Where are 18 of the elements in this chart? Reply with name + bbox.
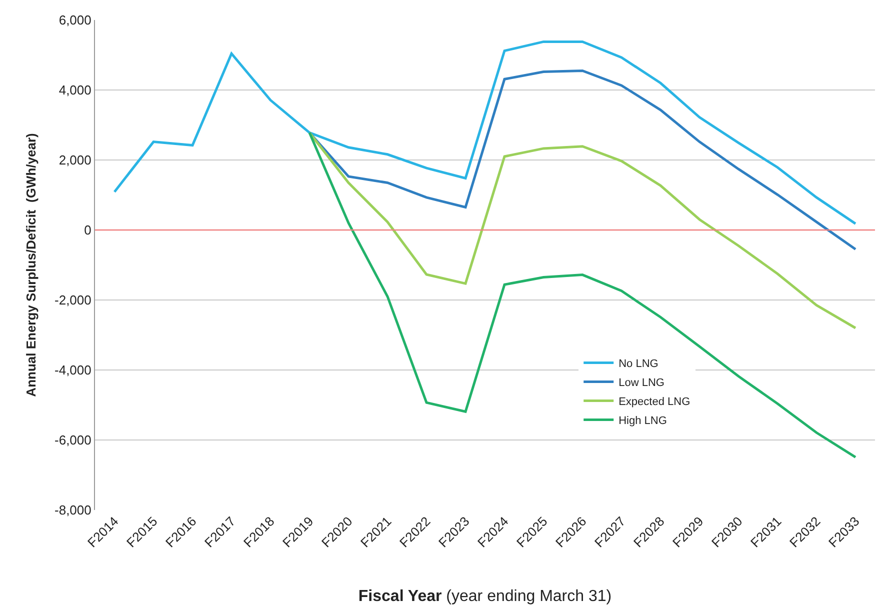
line-series [308, 131, 857, 330]
y-tick-label: 0 [84, 222, 92, 238]
y-tick-label: 2,000 [58, 152, 92, 168]
legend-label: Expected LNG [618, 396, 690, 408]
y-tick-label: -6,000 [54, 432, 92, 448]
y-tick-label: 4,000 [58, 82, 92, 98]
line-series [308, 131, 857, 458]
y-tick-label: 6,000 [58, 12, 92, 28]
legend-label: High LNG [618, 415, 667, 428]
line-series [308, 70, 857, 250]
legend-label: Low LNG [618, 377, 664, 390]
y-axis-title: Annual Energy Surplus/Deficit (GWh/year) [23, 133, 38, 397]
y-tick-label: -2,000 [54, 292, 92, 308]
y-tick-label: -4,000 [54, 362, 92, 378]
x-axis-title: Fiscal Year (year ending March 31) [358, 588, 612, 605]
y-tick-label: -8,000 [54, 502, 92, 518]
line-series [113, 40, 857, 225]
legend-label: No LNG [618, 358, 658, 370]
